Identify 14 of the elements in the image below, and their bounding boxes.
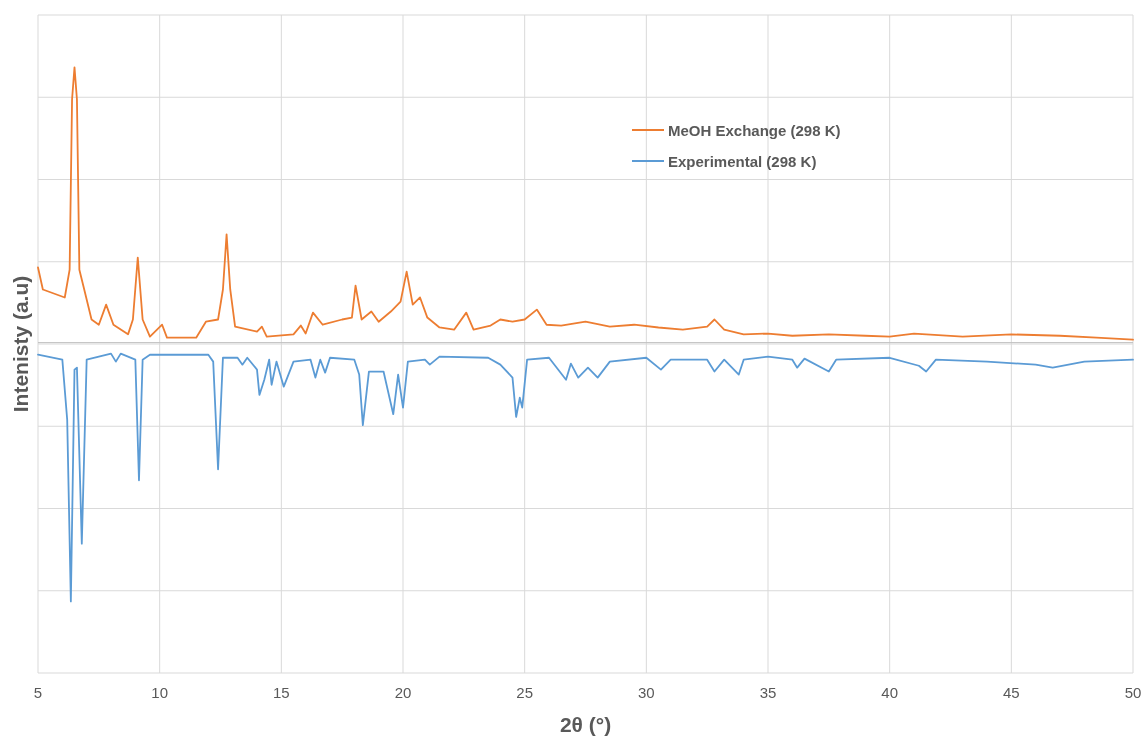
x-axis-title: 2θ (°): [559, 713, 612, 736]
y-axis-title: Intenisty (a.u): [9, 275, 32, 413]
x-tick-label: 20: [394, 684, 412, 701]
x-tick-label: 45: [1002, 684, 1020, 701]
legend-label: MeOH Exchange (298 K): [668, 122, 841, 139]
x-tick-label: 25: [516, 684, 534, 701]
x-tick-label: 40: [881, 684, 899, 701]
x-tick-label: 35: [759, 684, 777, 701]
legend-label: Experimental (298 K): [668, 153, 817, 170]
x-tick-label: 15: [272, 684, 290, 701]
x-tick-label: 10: [151, 684, 169, 701]
x-tick-label: 5: [33, 684, 43, 701]
x-tick-label: 50: [1124, 684, 1142, 701]
x-tick-label: 30: [637, 684, 655, 701]
